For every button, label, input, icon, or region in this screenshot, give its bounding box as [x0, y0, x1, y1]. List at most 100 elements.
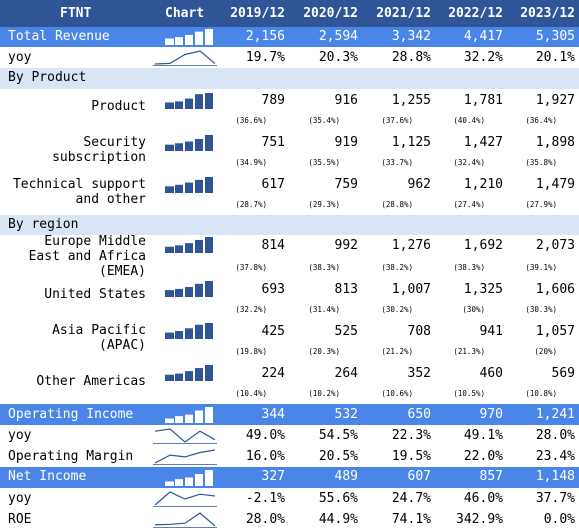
net-income-value-0: 327 [261, 469, 285, 484]
sparkline-bar [195, 179, 203, 193]
yoy-value-1: 55.6% [318, 491, 358, 506]
share-pct: (30%) [462, 305, 485, 314]
yoy-value-0: 49.0% [245, 428, 285, 443]
total-revenue-value-0: 2,156 [245, 29, 285, 44]
yoy-value-1: 20.3% [318, 50, 358, 65]
sparkline-bar [205, 407, 213, 423]
sparkline-bar [205, 365, 213, 381]
section-title: By region [8, 217, 79, 232]
operating-income-label: Operating Income [8, 407, 134, 422]
sparkline-line [154, 512, 216, 527]
region-value-3: 941 [479, 324, 503, 339]
product-label: Security subscription [52, 135, 146, 165]
sparkline-bar [175, 245, 183, 253]
share-pct: (21.3%) [453, 347, 485, 356]
share-pct: (10.4%) [235, 389, 267, 398]
operating-margin-value-0: 16.0% [245, 449, 285, 464]
bar-sparkline [165, 93, 213, 109]
operating-income-value-4: 1,241 [535, 407, 575, 422]
operating-margin-row: Operating Margin 16.0% 20.5% 19.5% 22.0% 23.4… [0, 446, 579, 467]
sparkline-bar [165, 38, 174, 45]
sparkline-line [154, 449, 216, 464]
share-pct: (35.5%) [308, 158, 340, 167]
product-label: Product [91, 99, 146, 114]
region-label: United States [44, 287, 146, 302]
net-income-value-4: 1,148 [535, 469, 575, 484]
share-pct: (38.3%) [308, 263, 340, 272]
region-value-3: 460 [479, 366, 503, 381]
region-row: Other Americas 224 264 352 460 569 (10.4%) (10.… [0, 361, 579, 403]
sparkline-bar [185, 371, 193, 381]
sparkline-bar [175, 416, 183, 423]
product-value-2: 962 [407, 177, 431, 192]
sparkline-bar [205, 29, 213, 45]
share-pct: (35.4%) [308, 116, 340, 125]
region-value-2: 708 [407, 324, 431, 339]
year-header-4: 2023/12 [520, 6, 575, 21]
sparkline-bar [165, 246, 174, 253]
yoy-label: yoy [8, 50, 32, 65]
sparkline-bar [205, 323, 213, 339]
sparkline-bar [195, 283, 203, 297]
year-header-1: 2020/12 [303, 6, 358, 21]
share-pct: (38.2%) [381, 263, 413, 272]
yoy-value-3: 46.0% [463, 491, 503, 506]
share-pct: (32.4%) [453, 158, 485, 167]
share-pct: (40.4%) [453, 116, 485, 125]
product-value-3: 1,210 [463, 177, 503, 192]
sparkline-bar [185, 182, 193, 193]
operating-margin-value-3: 22.0% [463, 449, 503, 464]
revenue-yoy-row: yoy 19.7% 20.3% 28.8% 32.2% 20.1% [0, 47, 579, 68]
sparkline-bar [165, 144, 174, 151]
section-title: By Product [8, 70, 87, 85]
roe-value-3: 342.9% [456, 512, 503, 527]
share-pct: (37.8%) [235, 263, 267, 272]
share-pct: (30.3%) [525, 305, 557, 314]
sparkline-bar [165, 374, 174, 381]
bar-sparkline [165, 323, 213, 339]
sparkline-bar [175, 288, 183, 297]
yoy-value-4: 37.7% [535, 491, 575, 506]
product-value-4: 1,927 [535, 93, 575, 108]
line-sparkline [153, 428, 217, 444]
sparkline-bar [175, 479, 183, 486]
region-row: United States 693 813 1,007 1,325 1,606 (32.2%… [0, 277, 579, 319]
sparkline-line [154, 428, 216, 443]
yoy-value-1: 54.5% [318, 428, 358, 443]
total-revenue-label: Total Revenue [8, 29, 110, 44]
line-sparkline [153, 50, 217, 66]
share-pct: (10.5%) [453, 389, 485, 398]
yoy-value-4: 28.0% [535, 428, 575, 443]
sparkline-bar [185, 328, 193, 339]
region-label: Other Americas [36, 374, 146, 389]
sparkline-bar [175, 331, 183, 339]
share-pct: (29.3%) [308, 200, 340, 209]
operating-income-value-0: 344 [261, 407, 285, 422]
sparkline-bar [165, 186, 174, 193]
sparkline-bar [185, 286, 193, 297]
operating-income-value-3: 970 [479, 407, 503, 422]
net-income-label: Net Income [8, 469, 87, 484]
bar-sparkline [165, 470, 213, 486]
share-pct: (28.8%) [381, 200, 413, 209]
yoy-label: yoy [8, 491, 32, 506]
region-value-2: 352 [407, 366, 431, 381]
net-income-value-1: 489 [334, 469, 358, 484]
operating-income-value-2: 650 [407, 407, 431, 422]
by-region-section: By region [0, 215, 579, 235]
by-product-section: By Product [0, 68, 579, 89]
share-pct: (36.6%) [235, 116, 267, 125]
product-value-1: 759 [334, 177, 358, 192]
operating-income-row: Operating Income 344 532 650 970 1,241 [0, 404, 579, 425]
year-header-2: 2021/12 [376, 6, 431, 21]
share-pct: (27.9%) [525, 200, 557, 209]
total-revenue-value-4: 5,305 [535, 29, 575, 44]
net-income-value-3: 857 [479, 469, 503, 484]
sparkline-bar [175, 37, 183, 45]
share-pct: (31.4%) [308, 305, 340, 314]
yoy-value-3: 49.1% [463, 428, 503, 443]
total-revenue-row: Total Revenue 2,156 2,594 3,342 4,417 5,305 [0, 27, 579, 47]
total-revenue-value-3: 4,417 [463, 29, 503, 44]
sparkline-bar [205, 177, 213, 193]
share-pct: (28.7%) [235, 200, 267, 209]
